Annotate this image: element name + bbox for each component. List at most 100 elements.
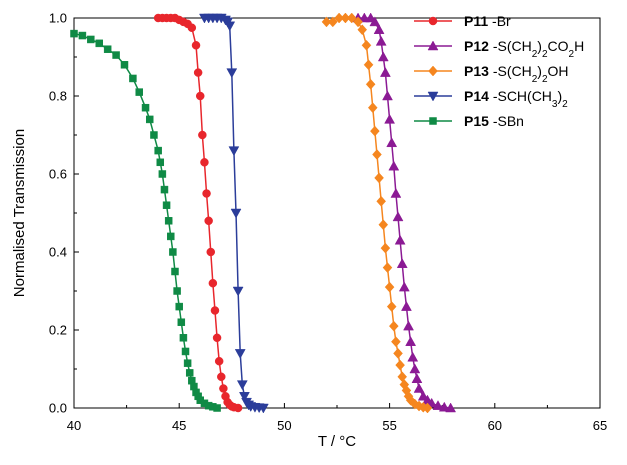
data-point-P11 bbox=[191, 41, 201, 50]
legend-series-name: P12 bbox=[464, 38, 489, 54]
data-point-P13 bbox=[361, 39, 372, 51]
data-point-P13 bbox=[376, 195, 387, 207]
data-point-P15 bbox=[181, 347, 190, 356]
data-point-P15 bbox=[164, 217, 173, 225]
data-point-P15 bbox=[145, 115, 154, 124]
x-axis-title: T / °C bbox=[318, 433, 356, 450]
x-axis: 40 45 50 55 60 65 bbox=[67, 403, 607, 433]
data-point-P12 bbox=[394, 234, 406, 245]
data-point-P12 bbox=[384, 113, 396, 124]
legend-series-name: P11 bbox=[464, 13, 488, 29]
data-point-P11 bbox=[212, 333, 222, 343]
y-tick-label: 0.6 bbox=[49, 167, 67, 182]
data-point-P13 bbox=[365, 78, 376, 90]
data-point-P13 bbox=[384, 281, 395, 293]
series-layer bbox=[70, 12, 457, 414]
data-point-P15 bbox=[213, 404, 221, 412]
legend-marker bbox=[428, 65, 438, 77]
legend-subscript: 2 bbox=[532, 49, 538, 60]
data-point-P12 bbox=[375, 35, 387, 46]
data-point-P13 bbox=[370, 125, 380, 137]
data-point-P15 bbox=[154, 146, 162, 155]
data-point-P12 bbox=[369, 16, 381, 27]
data-point-P15 bbox=[173, 287, 181, 295]
legend-label: P14 -SCH(CH3)2 bbox=[464, 88, 568, 110]
data-point-P13 bbox=[395, 359, 405, 371]
data-point-P12 bbox=[407, 351, 419, 362]
data-point-P15 bbox=[158, 170, 167, 178]
legend-marker bbox=[427, 40, 439, 51]
data-point-P12 bbox=[401, 301, 412, 311]
data-point-P13 bbox=[393, 348, 403, 359]
data-point-P11 bbox=[187, 23, 197, 32]
data-point-P14 bbox=[224, 21, 236, 32]
y-axis-title: Normalised Transmission bbox=[11, 129, 28, 297]
legend-series-name: P14 bbox=[464, 88, 489, 104]
legend-subscript: 2 bbox=[542, 74, 548, 85]
legend-marker bbox=[427, 91, 439, 102]
data-point-P15 bbox=[112, 51, 120, 59]
legend-item-P12: P12 -S(CH2)2CO2H bbox=[414, 38, 584, 60]
legend-subscript: 2 bbox=[569, 49, 575, 60]
data-point-P12 bbox=[409, 363, 421, 374]
x-tick-label: 55 bbox=[382, 418, 396, 433]
data-point-P13 bbox=[391, 336, 401, 348]
series-line-P12 bbox=[358, 17, 451, 409]
legend-series-name: P15 bbox=[464, 113, 489, 129]
data-point-P11 bbox=[206, 247, 216, 257]
legend-label: P12 -S(CH2)2CO2H bbox=[464, 38, 584, 60]
legend-subscript: 2 bbox=[532, 74, 538, 85]
legend-item-P14: P14 -SCH(CH3)2 bbox=[414, 88, 568, 110]
legend-label-text: CO bbox=[548, 38, 569, 54]
data-point-P12 bbox=[445, 402, 457, 413]
legend-series-name: P13 bbox=[464, 63, 489, 79]
data-point-P15 bbox=[141, 103, 150, 112]
data-point-P14 bbox=[228, 146, 240, 157]
data-point-P13 bbox=[372, 149, 382, 160]
series-P14 bbox=[199, 13, 269, 414]
data-point-P15 bbox=[175, 302, 183, 311]
data-point-P12 bbox=[405, 336, 417, 346]
data-point-P14 bbox=[234, 349, 246, 359]
data-point-P12 bbox=[377, 51, 389, 62]
data-point-P13 bbox=[346, 12, 357, 24]
y-tick-label: 0.4 bbox=[49, 245, 67, 260]
data-point-P12 bbox=[388, 160, 400, 171]
data-point-P14 bbox=[226, 68, 238, 79]
data-point-P15 bbox=[162, 201, 171, 209]
data-point-P15 bbox=[171, 267, 179, 276]
data-point-P11 bbox=[202, 189, 211, 198]
data-point-P11 bbox=[200, 158, 209, 167]
data-point-P12 bbox=[411, 373, 423, 383]
legend-label-text: -SBn bbox=[493, 113, 524, 129]
x-tick-label: 40 bbox=[67, 418, 81, 433]
data-point-P12 bbox=[398, 281, 410, 292]
data-point-P12 bbox=[392, 211, 404, 222]
legend-label: P13 -S(CH2)2OH bbox=[464, 63, 569, 85]
data-point-P11 bbox=[198, 130, 207, 140]
data-point-P12 bbox=[390, 187, 402, 198]
data-point-P15 bbox=[103, 45, 112, 53]
x-tick-label: 60 bbox=[488, 418, 502, 433]
data-point-P11 bbox=[195, 91, 205, 101]
series-P13 bbox=[321, 12, 433, 414]
data-point-P11 bbox=[204, 216, 213, 226]
x-tick-label: 50 bbox=[277, 418, 291, 433]
y-tick-label: 0.0 bbox=[49, 401, 67, 416]
legend-label-text: H bbox=[574, 38, 584, 54]
data-point-P12 bbox=[432, 400, 444, 410]
data-point-P15 bbox=[177, 318, 186, 326]
legend-label: P15 -SBn bbox=[464, 113, 524, 129]
data-point-P14 bbox=[236, 380, 248, 391]
legend-marker bbox=[428, 16, 438, 26]
data-point-P14 bbox=[257, 403, 269, 414]
series-P11 bbox=[153, 13, 243, 413]
legend-label-text: -S(CH bbox=[493, 63, 532, 79]
data-point-P13 bbox=[367, 102, 378, 114]
data-point-P15 bbox=[179, 334, 188, 342]
data-point-P14 bbox=[238, 392, 250, 402]
data-point-P13 bbox=[397, 371, 408, 383]
data-point-P13 bbox=[374, 172, 384, 184]
